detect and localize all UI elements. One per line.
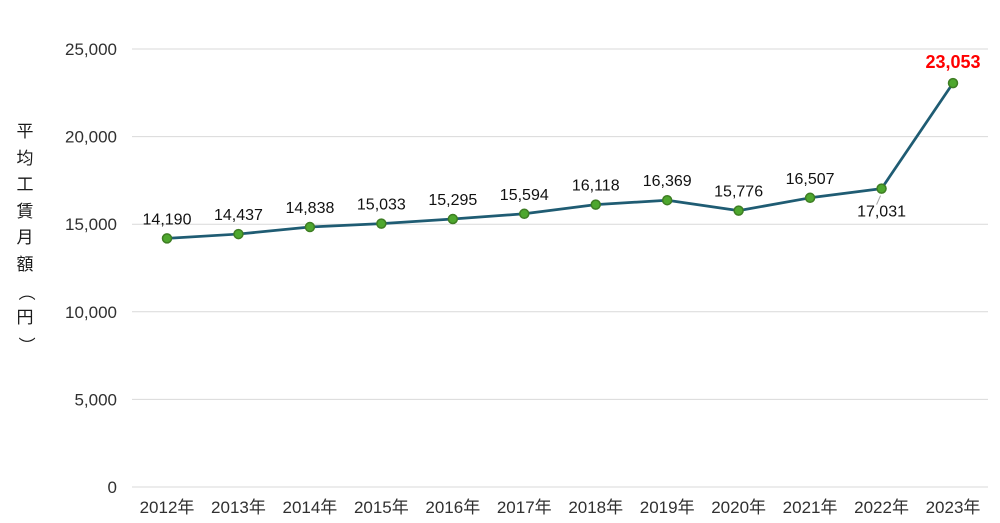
data-point[interactable] <box>661 194 673 206</box>
data-point[interactable] <box>304 221 316 233</box>
data-label: 14,190 <box>143 211 192 228</box>
y-axis-title-char: 平 <box>16 122 34 141</box>
x-tick-label: 2017年 <box>497 498 552 517</box>
data-point[interactable] <box>590 199 601 210</box>
y-tick-label: 10,000 <box>65 303 117 322</box>
data-point[interactable] <box>804 192 816 204</box>
x-tick-label: 2014年 <box>282 498 337 517</box>
y-axis-title-char: 月 <box>16 228 34 248</box>
y-tick-label: 20,000 <box>65 128 117 147</box>
y-axis-title-char: 賃 <box>16 201 34 221</box>
y-axis-title-char: 工 <box>16 175 34 195</box>
x-tick-label: 2020年 <box>711 498 766 517</box>
x-tick-label: 2023年 <box>926 498 981 517</box>
x-tick-label: 2021年 <box>783 498 838 517</box>
data-label: 15,594 <box>500 187 549 204</box>
y-tick-label: 25,000 <box>65 40 117 59</box>
data-point[interactable] <box>161 233 173 244</box>
data-point[interactable] <box>447 213 459 225</box>
data-point[interactable] <box>376 218 387 229</box>
y-tick-label: 5,000 <box>74 390 117 409</box>
data-label: 15,295 <box>428 192 477 209</box>
x-tick-label: 2022年 <box>854 498 909 517</box>
data-label: 17,031 <box>857 204 906 221</box>
y-axis-title-char: 円 <box>16 308 34 328</box>
y-tick-label: 15,000 <box>65 215 117 234</box>
y-axis-title: 平均工賃月額（円） <box>13 119 37 358</box>
y-tick-label: 0 <box>108 478 117 497</box>
data-label: 14,838 <box>285 200 334 217</box>
x-tick-label: 2015年 <box>354 498 409 517</box>
data-label: 14,437 <box>214 207 263 224</box>
data-label: 16,369 <box>643 173 692 190</box>
x-tick-label: 2018年 <box>568 498 623 517</box>
data-label: 15,033 <box>357 197 406 214</box>
data-point[interactable] <box>519 208 530 220</box>
data-point[interactable] <box>947 77 959 89</box>
x-tick-label: 2016年 <box>425 498 480 517</box>
data-label: 15,776 <box>714 184 763 201</box>
x-tick-label: 2019年 <box>640 498 695 517</box>
x-tick-label: 2012年 <box>140 498 195 517</box>
x-tick-label: 2013年 <box>211 498 266 517</box>
label-leader-line <box>876 195 882 205</box>
y-axis-title-char: 均 <box>16 148 34 168</box>
data-label-highlight: 23,053 <box>925 52 980 72</box>
data-point[interactable] <box>233 228 244 240</box>
data-point[interactable] <box>733 205 744 216</box>
data-point[interactable] <box>876 183 887 194</box>
y-axis-title-char: 額 <box>16 254 34 274</box>
data-label: 16,507 <box>786 171 835 188</box>
data-label: 16,118 <box>572 178 620 195</box>
data-line <box>166 82 955 240</box>
